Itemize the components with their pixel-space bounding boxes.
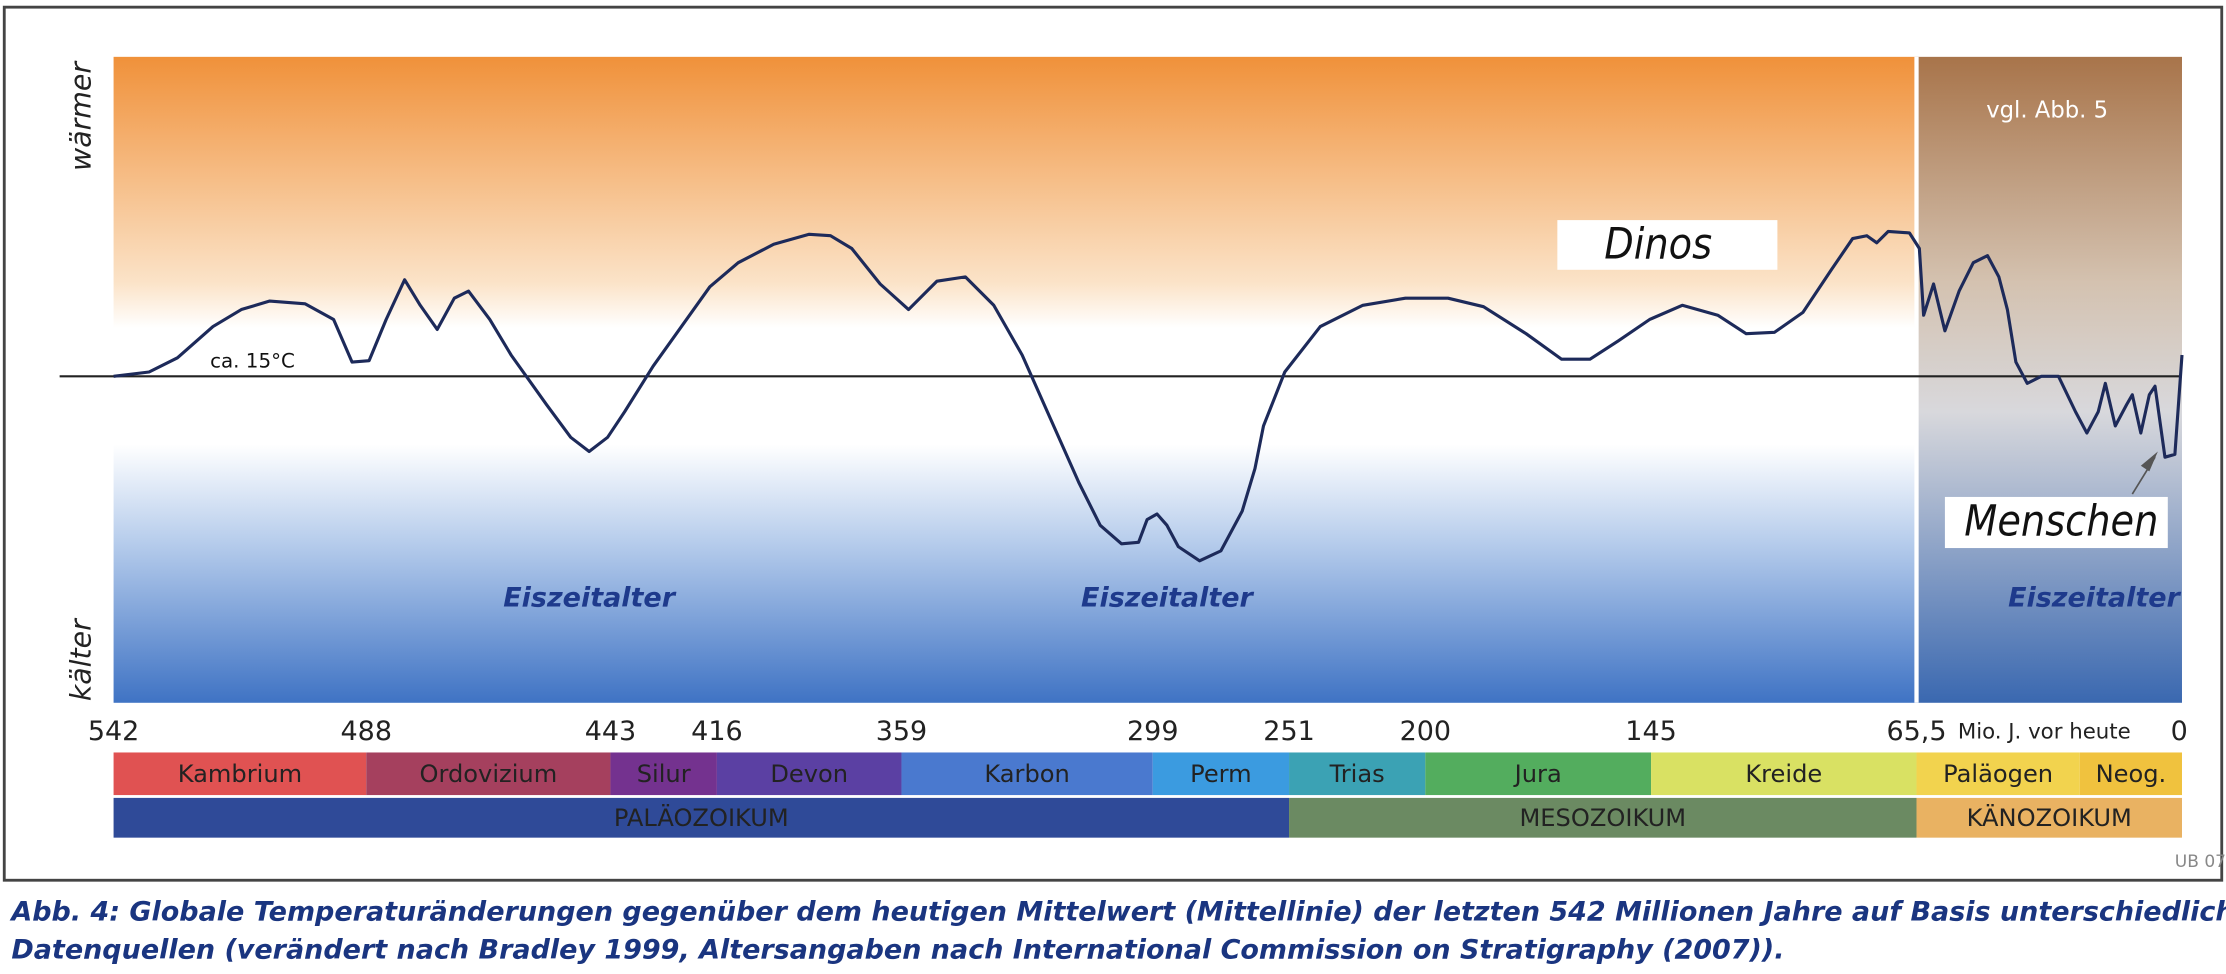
dinos-label: Dinos (1604, 220, 1712, 270)
age-tick: 416 (691, 716, 742, 747)
period-label: Silur (637, 760, 691, 788)
ice-age-label: Eiszeitalter (1081, 583, 1254, 614)
age-tick: 145 (1625, 716, 1676, 747)
period-cell (716, 752, 902, 796)
age-tick: 542 (88, 716, 139, 747)
temperature-curve (113, 229, 2184, 563)
period-cell (1916, 752, 2080, 796)
age-tick: 299 (1127, 716, 1178, 747)
unit-label: Mio. J. vor heute (1958, 720, 2131, 745)
frame (2, 5, 2224, 882)
warm-label: wärmer (64, 60, 97, 171)
compare-label: vgl. Abb. 5 (1986, 97, 2108, 123)
period-label: Jura (1513, 760, 1562, 788)
period-label: Devon (770, 760, 848, 788)
period-cell (901, 752, 1153, 796)
era-label: PALÄOZOIKUM (614, 803, 789, 832)
cold-label: kälter (64, 617, 97, 701)
period-cell (1152, 752, 1290, 796)
ice-age-label: Eiszeitalter (2008, 583, 2181, 614)
humans-box (1944, 496, 2168, 549)
code-label: UB 07 (2175, 852, 2226, 872)
era-cell (113, 797, 1290, 838)
era-cell (1916, 797, 2182, 838)
period-cell (1289, 752, 1426, 796)
period-label: Karbon (984, 760, 1069, 788)
age-tick: 0 (2171, 716, 2188, 747)
period-cell (1651, 752, 1917, 796)
period-label: Paläogen (1943, 760, 2053, 788)
plot-bg (113, 56, 1917, 703)
age-tick: 488 (341, 716, 392, 747)
period-label: Neog. (2096, 760, 2167, 788)
period-cell (1425, 752, 1652, 796)
period-label: Kambrium (178, 760, 302, 788)
period-cell (610, 752, 717, 796)
ice-age-label: Eiszeitalter (503, 583, 676, 614)
humans-label: Menschen (1964, 496, 2158, 546)
era-cell (1289, 797, 1917, 838)
age-tick: 443 (585, 716, 636, 747)
period-label: Kreide (1745, 760, 1822, 788)
plot-bg-recent (1916, 56, 2182, 703)
age-tick: 359 (876, 716, 927, 747)
dinos-box (1557, 220, 1778, 270)
period-label: Perm (1190, 760, 1252, 788)
period-label: Trias (1329, 760, 1385, 788)
arrow-head (2140, 451, 2158, 472)
caption-line: Abb. 4: Globale Temperaturänderungen geg… (9, 896, 2226, 927)
era-label: KÄNOZOIKUM (1967, 803, 2132, 832)
period-cell (113, 752, 367, 796)
period-label: Ordovizium (420, 760, 558, 788)
era-label: MESOZOIKUM (1519, 804, 1686, 832)
age-tick: 200 (1400, 716, 1451, 747)
period-cell (366, 752, 611, 796)
age-tick: 65,5 (1886, 716, 1946, 747)
baseline-label: ca. 15°C (210, 350, 295, 373)
period-cell (2079, 752, 2182, 796)
age-tick: 251 (1263, 716, 1314, 747)
caption-line: Datenquellen (verändert nach Bradley 199… (11, 935, 1784, 966)
